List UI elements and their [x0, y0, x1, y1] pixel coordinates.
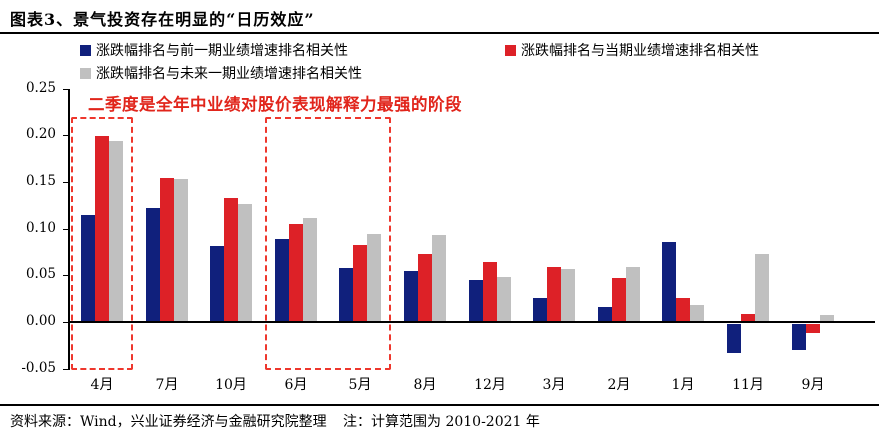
legend-item-current-period: 涨跌幅排名与当期业绩增速排名相关性: [505, 40, 759, 60]
bar-3月-series-3: [561, 269, 575, 322]
bar-6月-series-1: [275, 239, 289, 322]
bar-8月-series-3: [432, 235, 446, 322]
legend-swatch-red: [505, 44, 516, 56]
x-axis-label-11月: 11月: [732, 377, 764, 393]
legend-swatch-blue: [80, 44, 91, 56]
legend-swatch-gray: [80, 67, 91, 79]
highlight-box-1: [71, 117, 133, 370]
y-axis-tick-mark: [63, 182, 68, 184]
x-axis-label-6月: 6月: [284, 377, 308, 393]
y-axis-tick-label: 0.15: [25, 173, 56, 190]
bar-6月-series-2: [289, 224, 303, 322]
x-axis-zero-line: [68, 321, 875, 323]
y-axis-tick-label: 0.05: [25, 266, 56, 283]
bar-11月-series-2: [741, 314, 755, 322]
y-axis-tick-mark: [63, 275, 68, 277]
bar-1月-series-2: [676, 298, 690, 322]
legend-item-next-period: 涨跌幅排名与未来一期业绩增速排名相关性: [80, 63, 362, 83]
bar-3月-series-2: [547, 267, 561, 322]
y-axis-tick-label: 0.10: [25, 219, 56, 236]
bar-5月-series-3: [367, 234, 381, 322]
bar-4月-series-1: [81, 215, 95, 322]
bar-11月-series-1: [727, 324, 741, 353]
bar-11月-series-3: [755, 254, 769, 322]
x-axis-label-9月: 9月: [801, 377, 825, 393]
bar-9月-series-3: [820, 315, 834, 322]
bar-2月-series-3: [626, 267, 640, 322]
bar-12月-series-3: [497, 277, 511, 322]
y-axis-tick-label: 0.25: [25, 79, 56, 96]
figure-title: 图表3、景气投资存在明显的“日历效应”: [10, 10, 315, 29]
calculation-note: 注：计算范围为 2010-2021 年: [343, 414, 540, 430]
y-axis-tick-mark: [63, 368, 68, 370]
bar-10月-series-3: [238, 204, 252, 322]
bar-8月-series-2: [418, 254, 432, 322]
x-axis-label-5月: 5月: [348, 377, 372, 393]
y-axis-tick-mark: [63, 322, 68, 323]
bar-9月-series-2: [806, 324, 820, 333]
x-axis-label-4月: 4月: [90, 377, 114, 393]
bar-5月-series-2: [353, 245, 367, 322]
x-axis-label-3月: 3月: [542, 377, 566, 393]
bar-2月-series-2: [612, 278, 626, 322]
source-note: 资料来源：Wind，兴业证券经济与金融研究院整理: [10, 414, 327, 430]
bar-12月-series-1: [469, 280, 483, 322]
y-axis-tick-label: -0.05: [21, 359, 56, 376]
bar-7月-series-2: [160, 178, 174, 322]
bar-1月-series-3: [690, 305, 704, 322]
bar-3月-series-1: [533, 298, 547, 322]
y-axis-tick-mark: [63, 88, 68, 90]
bar-9月-series-1: [792, 324, 806, 350]
bar-10月-series-1: [210, 246, 224, 322]
bar-12月-series-2: [483, 262, 497, 322]
y-axis-tick-mark: [63, 135, 68, 137]
legend-label-current-period: 涨跌幅排名与当期业绩增速排名相关性: [521, 43, 759, 59]
chart-annotation: 二季度是全年中业绩对股价表现解释力最强的阶段: [88, 95, 462, 114]
bar-7月-series-1: [146, 208, 160, 322]
highlight-box-2: [265, 117, 391, 370]
bar-6月-series-3: [303, 218, 317, 322]
y-axis-line: [68, 89, 70, 370]
x-axis-label-7月: 7月: [155, 377, 179, 393]
bar-4月-series-3: [109, 141, 123, 322]
x-axis-label-12月: 12月: [474, 377, 506, 393]
bar-5月-series-1: [339, 268, 353, 322]
legend-label-next-period: 涨跌幅排名与未来一期业绩增速排名相关性: [96, 66, 362, 82]
x-axis-label-10月: 10月: [215, 377, 247, 393]
bar-4月-series-2: [95, 136, 109, 322]
bar-2月-series-1: [598, 307, 612, 322]
y-axis-tick-mark: [63, 228, 68, 230]
y-axis-tick-label: 0.20: [25, 126, 56, 143]
bar-1月-series-1: [662, 242, 676, 322]
y-axis-tick-label: 0.00: [25, 313, 56, 329]
x-axis-label-8月: 8月: [413, 377, 437, 393]
legend-label-prev-period: 涨跌幅排名与前一期业绩增速排名相关性: [96, 43, 348, 59]
legend-item-prev-period: 涨跌幅排名与前一期业绩增速排名相关性: [80, 40, 348, 60]
footer-divider: [0, 404, 879, 406]
bar-7月-series-3: [174, 179, 188, 322]
bar-10月-series-2: [224, 198, 238, 322]
x-axis-label-1月: 1月: [671, 377, 695, 393]
title-divider: [0, 32, 879, 34]
x-axis-label-2月: 2月: [607, 377, 631, 393]
bar-8月-series-1: [404, 271, 418, 322]
